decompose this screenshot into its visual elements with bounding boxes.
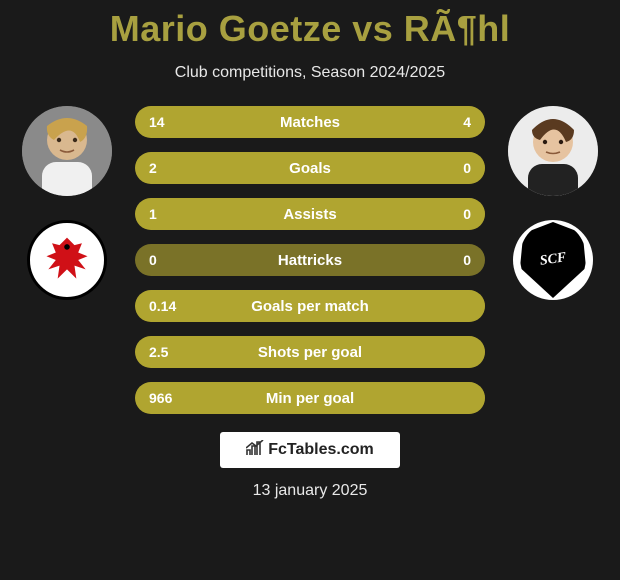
page-subtitle: Club competitions, Season 2024/2025 xyxy=(0,64,620,82)
stat-value-right: 0 xyxy=(463,160,471,176)
stat-row: 14Matches4 xyxy=(135,106,485,138)
club-badge-right: SCF xyxy=(513,220,593,300)
right-column: SCF xyxy=(503,106,603,300)
shield-icon: SCF xyxy=(520,222,586,298)
stat-label: Min per goal xyxy=(135,390,485,407)
stat-row: 1Assists0 xyxy=(135,198,485,230)
stat-value-right: 0 xyxy=(463,206,471,222)
eagle-icon xyxy=(39,232,95,288)
stat-row: 2Goals0 xyxy=(135,152,485,184)
stat-row: 0Hattricks0 xyxy=(135,244,485,276)
page-title: Mario Goetze vs RÃ¶hl xyxy=(0,0,620,50)
site-logo[interactable]: FcTables.com xyxy=(220,432,400,468)
stat-value-right: 4 xyxy=(463,114,471,130)
stat-bars: 14Matches42Goals01Assists00Hattricks00.1… xyxy=(135,106,485,414)
avatar-placeholder-icon xyxy=(508,106,598,196)
stat-label: Shots per goal xyxy=(135,344,485,361)
stat-row: 966Min per goal xyxy=(135,382,485,414)
stat-row: 0.14Goals per match xyxy=(135,290,485,322)
player-avatar-left xyxy=(22,106,112,196)
stat-row: 2.5Shots per goal xyxy=(135,336,485,368)
comparison-panel: 14Matches42Goals01Assists00Hattricks00.1… xyxy=(0,106,620,414)
stat-label: Goals per match xyxy=(135,298,485,315)
site-logo-text: FcTables.com xyxy=(268,441,374,459)
stat-label: Assists xyxy=(135,206,485,223)
stat-label: Goals xyxy=(135,160,485,177)
chart-icon xyxy=(246,440,264,461)
stat-label: Matches xyxy=(135,114,485,131)
stat-label: Hattricks xyxy=(135,252,485,269)
player-avatar-right xyxy=(508,106,598,196)
club-badge-left xyxy=(27,220,107,300)
stat-value-right: 0 xyxy=(463,252,471,268)
footer-date: 13 january 2025 xyxy=(0,482,620,500)
avatar-placeholder-icon xyxy=(22,106,112,196)
left-column xyxy=(17,106,117,300)
